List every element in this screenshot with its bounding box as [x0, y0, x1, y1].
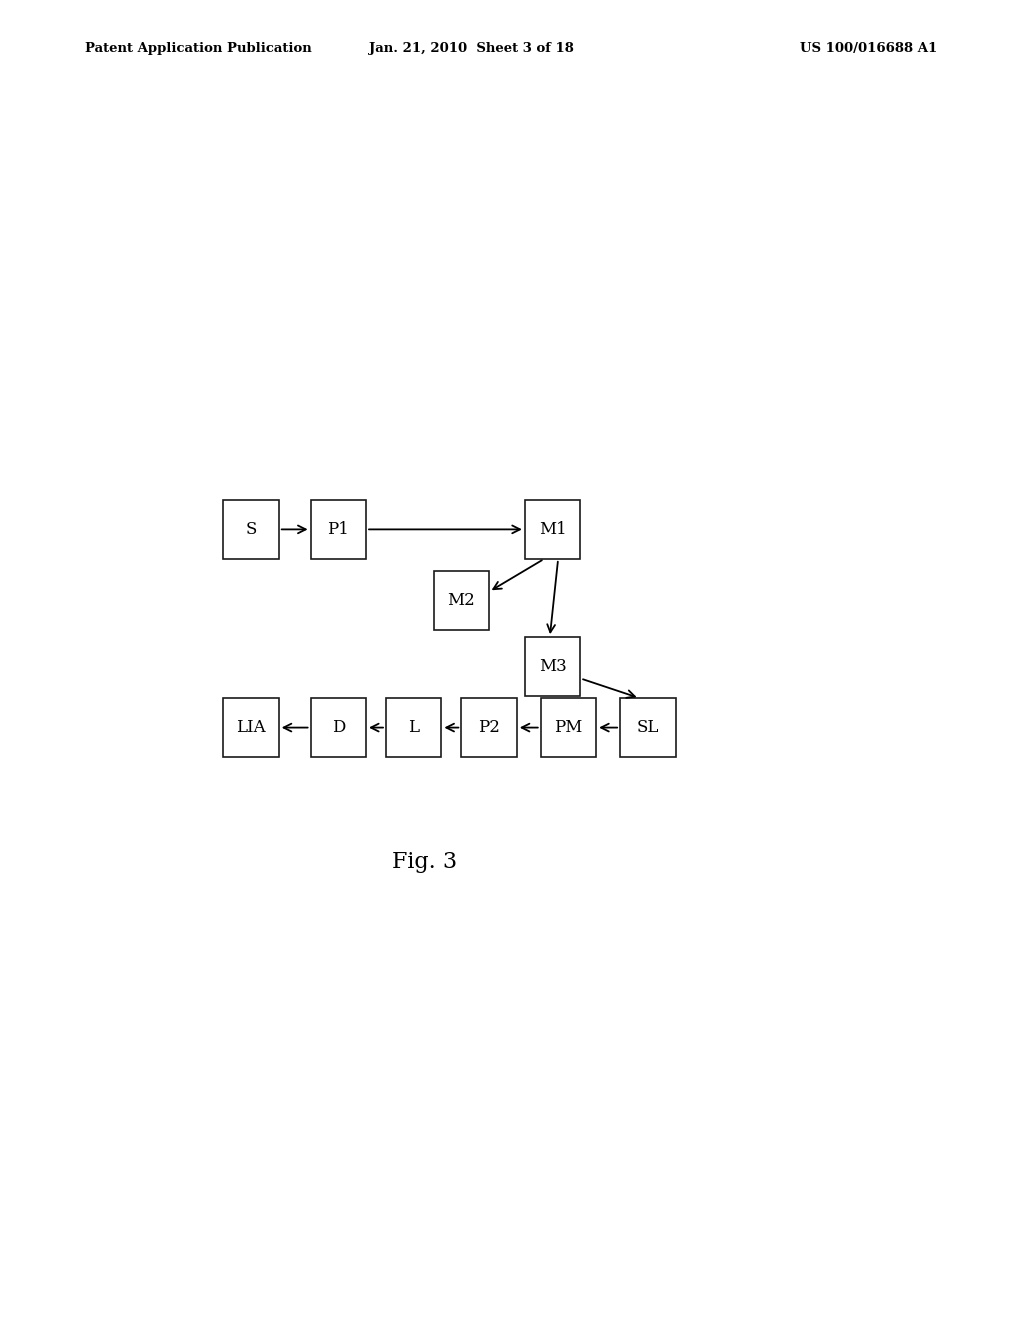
FancyBboxPatch shape: [524, 500, 581, 558]
Text: M1: M1: [539, 521, 566, 537]
FancyBboxPatch shape: [310, 500, 367, 558]
FancyBboxPatch shape: [524, 638, 581, 696]
FancyBboxPatch shape: [310, 698, 367, 758]
Text: S: S: [246, 521, 257, 537]
FancyBboxPatch shape: [223, 500, 279, 558]
FancyBboxPatch shape: [541, 698, 596, 758]
Text: PM: PM: [554, 719, 583, 737]
Text: Fig. 3: Fig. 3: [392, 851, 458, 874]
Text: LIA: LIA: [237, 719, 266, 737]
FancyBboxPatch shape: [433, 572, 489, 630]
FancyBboxPatch shape: [620, 698, 676, 758]
Text: US 100/016688 A1: US 100/016688 A1: [800, 42, 937, 55]
Text: M3: M3: [539, 659, 566, 675]
FancyBboxPatch shape: [462, 698, 517, 758]
Text: Patent Application Publication: Patent Application Publication: [85, 42, 311, 55]
FancyBboxPatch shape: [386, 698, 441, 758]
Text: P2: P2: [478, 719, 500, 737]
Text: L: L: [409, 719, 419, 737]
FancyBboxPatch shape: [223, 698, 279, 758]
Text: M2: M2: [447, 593, 475, 609]
Text: Jan. 21, 2010  Sheet 3 of 18: Jan. 21, 2010 Sheet 3 of 18: [369, 42, 573, 55]
Text: P1: P1: [328, 521, 349, 537]
Text: D: D: [332, 719, 345, 737]
Text: SL: SL: [637, 719, 659, 737]
